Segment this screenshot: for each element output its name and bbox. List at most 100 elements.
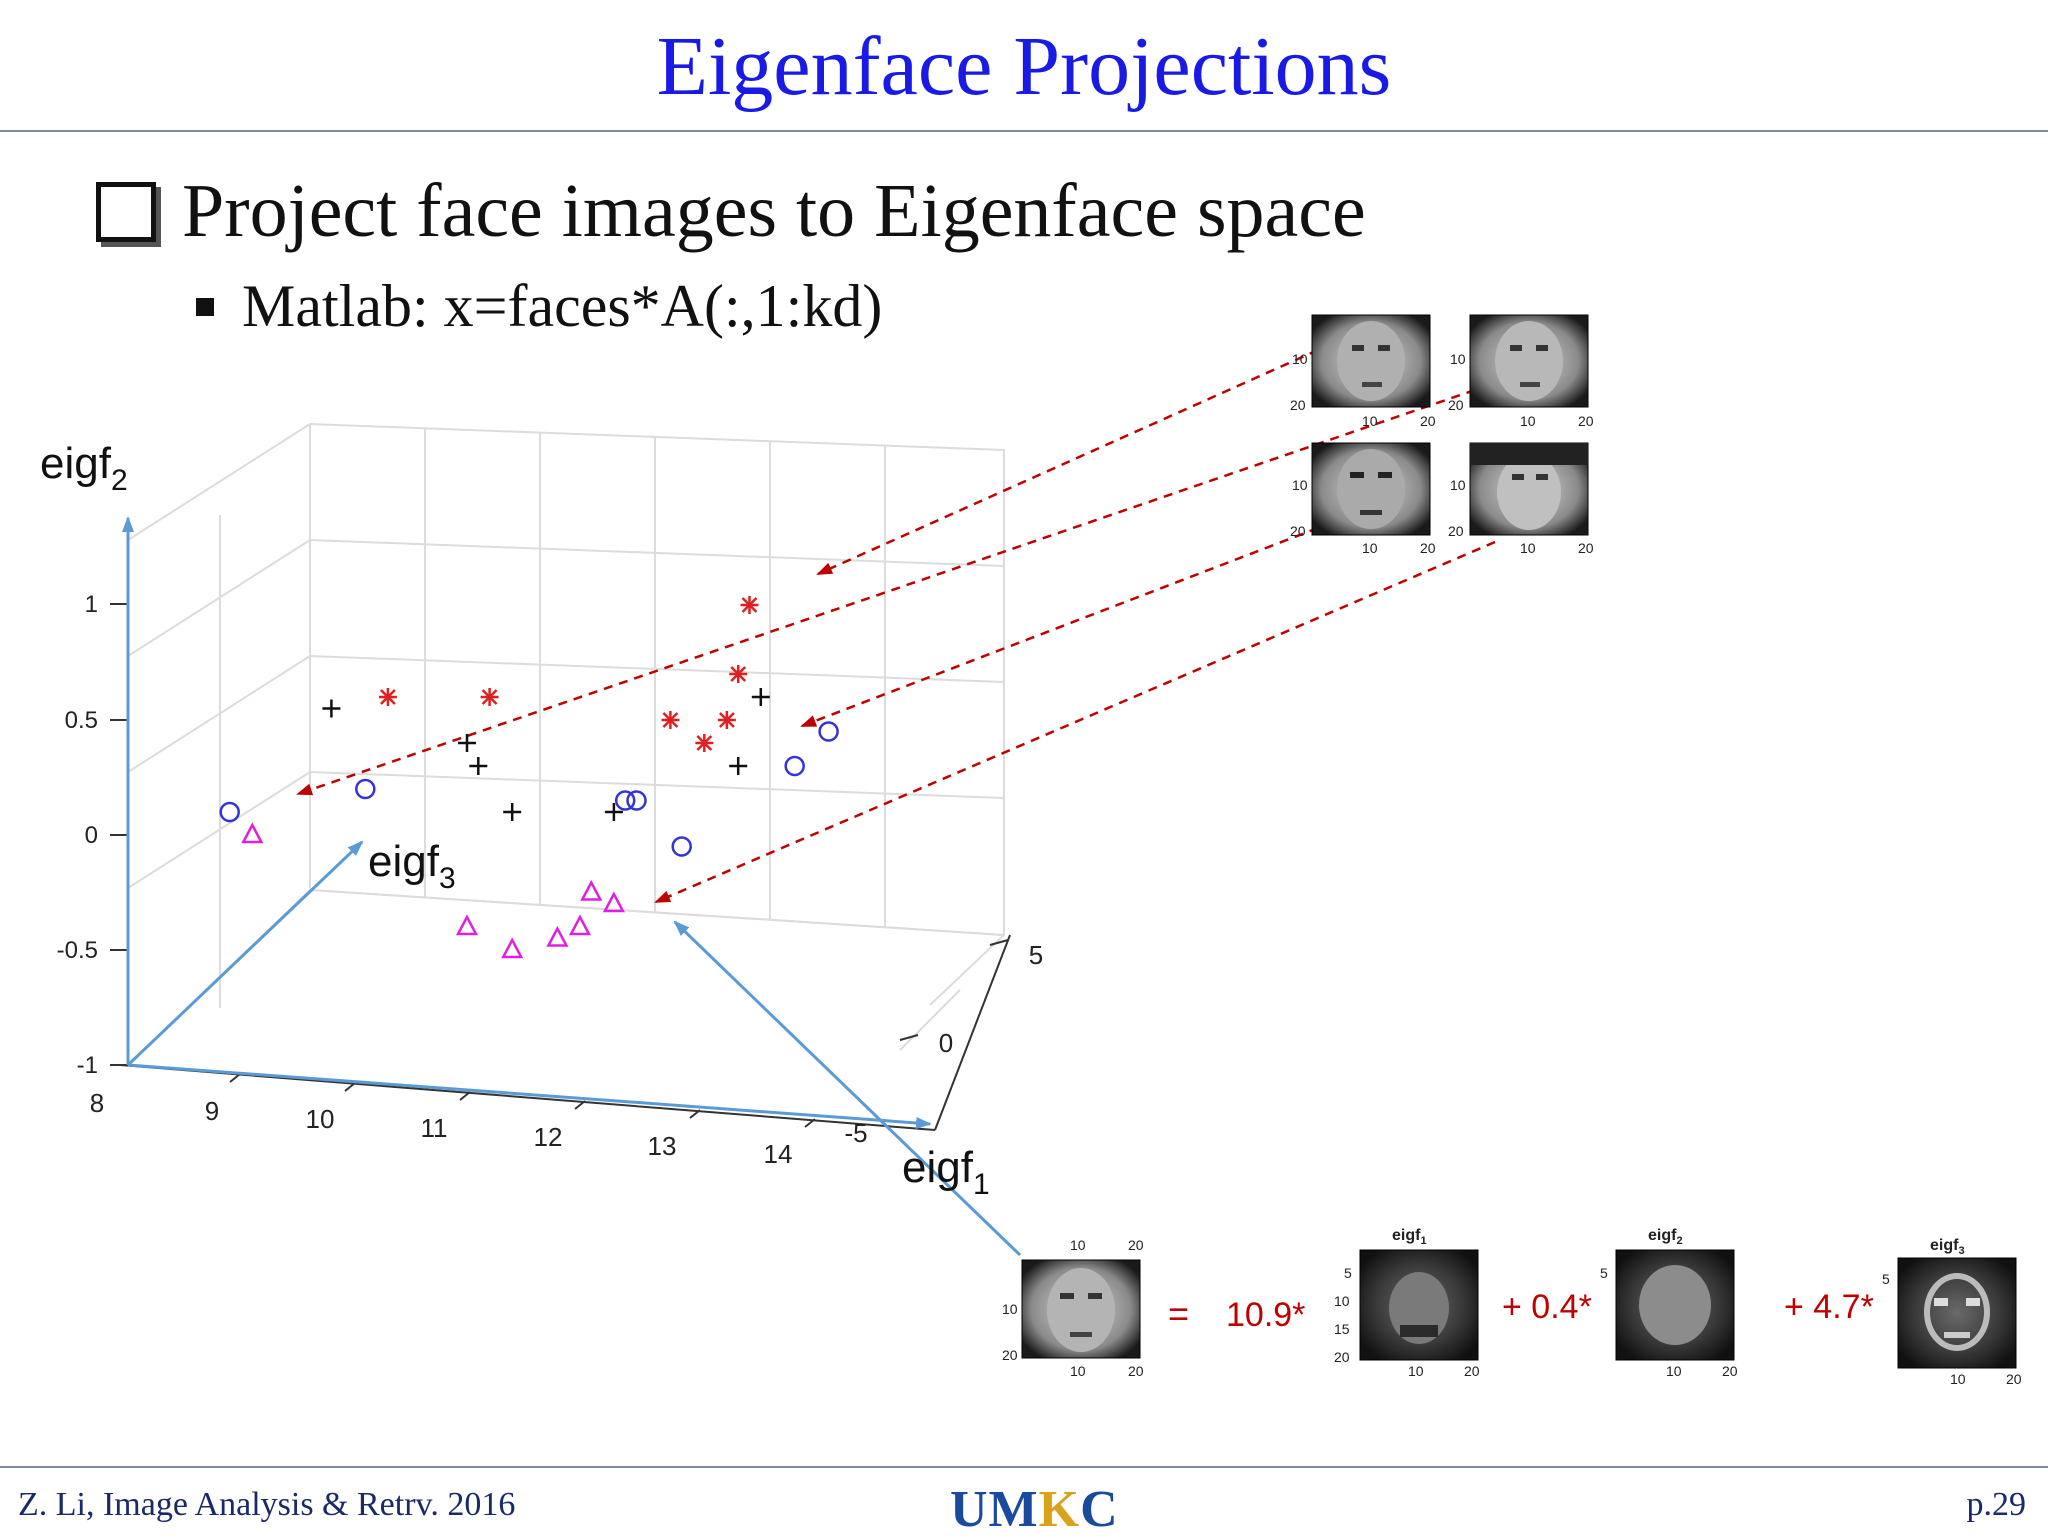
vtick-0.5: 0.5 <box>65 707 98 734</box>
xtick-11: 11 <box>421 1113 448 1143</box>
bullet-level2-text: Matlab: x=faces*A(:,1:kd) <box>242 273 883 339</box>
eigenface-2: eigf2 5 10 20 <box>1600 1227 1738 1379</box>
svg-text:eigf3: eigf3 <box>1930 1237 1965 1257</box>
reconstruction-equation: 10 20 10 20 10 20 = 10.9* eigf1 5 10 15 … <box>1002 1227 2022 1387</box>
scatter-star-marker-0 <box>378 688 397 706</box>
vtick-neg1: -1 <box>77 1052 98 1079</box>
svg-text:20: 20 <box>1334 1349 1350 1365</box>
eigf1-label: eigf1 <box>902 1143 990 1201</box>
projection-line-4 <box>654 540 1496 904</box>
svg-text:20: 20 <box>1002 1347 1018 1363</box>
ztick-0: 0 <box>939 1028 953 1058</box>
svg-text:5: 5 <box>1882 1271 1890 1287</box>
scatter-star-marker-2 <box>661 711 680 729</box>
plot-grid <box>127 423 1005 1066</box>
coef-2: + 0.4* <box>1502 1288 1592 1326</box>
face-thumb-1: 10 20 10 20 <box>1290 314 1436 429</box>
svg-text:10: 10 <box>1292 477 1308 493</box>
projection-line-3 <box>800 526 1319 728</box>
svg-text:20: 20 <box>1722 1363 1738 1379</box>
eigf3-label: eigf3 <box>368 837 456 895</box>
svg-text:10: 10 <box>1666 1363 1682 1379</box>
eigf3-axis-arrow <box>126 840 364 1067</box>
svg-text:10: 10 <box>1070 1237 1086 1253</box>
scatter-circle-marker-1 <box>355 778 376 800</box>
svg-text:5: 5 <box>1344 1265 1352 1281</box>
svg-text:10: 10 <box>1450 351 1466 367</box>
sample-pointer-arrow <box>673 920 1022 1257</box>
face-thumbnails: 10 20 10 20 10 20 10 20 10 20 10 20 <box>1290 314 1594 556</box>
bullet-level1-text: Project face images to Eigenface space <box>182 169 1366 253</box>
scatter-triangle-marker-6 <box>568 914 592 936</box>
axis-lines <box>119 934 1011 1131</box>
svg-text:20: 20 <box>1128 1363 1144 1379</box>
face-thumb-3: 10 20 10 20 <box>1290 442 1436 556</box>
projection-lines <box>296 348 1496 904</box>
svg-text:20: 20 <box>1578 413 1594 429</box>
footer-divider <box>0 1466 2048 1468</box>
page-number: p.29 <box>1966 1486 2027 1523</box>
svg-text:eigf1: eigf1 <box>1392 1227 1427 1247</box>
scatter-circle-marker-4 <box>671 836 692 857</box>
scatter-plus-marker-3 <box>503 803 522 821</box>
face-thumb-4: 10 20 10 20 <box>1448 442 1594 556</box>
xtick-10: 10 <box>306 1104 335 1134</box>
vtick-1: 1 <box>85 591 98 618</box>
svg-text:20: 20 <box>1464 1363 1480 1379</box>
svg-text:20: 20 <box>1290 397 1306 413</box>
vtick-neg0.5: -0.5 <box>57 937 98 964</box>
bullet-level1: Project face images to Eigenface space <box>96 168 1366 255</box>
scatter-triangle-marker-4 <box>580 879 603 901</box>
svg-text:20: 20 <box>1420 540 1436 556</box>
bottom-ticks: 8 9 10 11 12 13 14 <box>90 1088 793 1169</box>
eigen-axes <box>122 516 1022 1257</box>
svg-text:10: 10 <box>1408 1363 1424 1379</box>
scatter-star-marker-5 <box>729 665 748 683</box>
projection-line-2 <box>296 388 1476 796</box>
svg-text:10: 10 <box>1950 1371 1966 1387</box>
svg-text:10: 10 <box>1362 540 1378 556</box>
scatter-star-marker-6 <box>740 596 759 614</box>
scatter-plus-marker-1 <box>458 734 476 752</box>
svg-text:eigf2: eigf2 <box>1648 1227 1683 1247</box>
equals-sign: = <box>1168 1293 1189 1334</box>
scatter-circle-marker-5 <box>784 755 805 777</box>
face-thumb-2: 10 20 10 20 <box>1448 314 1594 429</box>
svg-text:20: 20 <box>1578 540 1594 556</box>
xtick-14: 14 <box>764 1139 793 1169</box>
svg-text:10: 10 <box>1334 1293 1350 1309</box>
scatter-circle-marker-0 <box>219 801 240 823</box>
svg-text:10: 10 <box>1520 413 1536 429</box>
eigenface-3: eigf3 5 10 20 <box>1882 1237 2022 1387</box>
scatter-plus-marker-4 <box>604 803 623 821</box>
svg-text:10: 10 <box>1362 413 1378 429</box>
scatter-triangle-marker-5 <box>602 891 625 913</box>
coef-1: 10.9* <box>1226 1296 1305 1334</box>
scatter-star-marker-1 <box>480 688 499 706</box>
svg-text:20: 20 <box>1420 413 1436 429</box>
scatter-plus-marker-6 <box>751 688 770 706</box>
scatter-circle-marker-3 <box>626 790 647 811</box>
svg-text:15: 15 <box>1334 1321 1350 1337</box>
svg-text:20: 20 <box>1128 1237 1144 1253</box>
ztick-5: 5 <box>1029 940 1043 970</box>
coef-3: + 4.7* <box>1784 1288 1874 1326</box>
vtick-0: 0 <box>85 822 98 849</box>
scatter-plus-marker-2 <box>469 757 488 775</box>
svg-text:5: 5 <box>1600 1265 1608 1281</box>
scatter-triangle-marker-1 <box>455 914 479 936</box>
depth-tick-marks <box>899 939 1009 1041</box>
bottom-tick-marks <box>229 1073 816 1128</box>
scatter-plus-marker-0 <box>322 699 341 718</box>
slide-title: Eigenface Projections <box>656 20 1392 113</box>
umkc-logo: UMKC <box>950 1481 1119 1538</box>
eigenface-1: eigf1 5 10 15 20 10 20 <box>1334 1227 1480 1379</box>
svg-text:20: 20 <box>1448 397 1464 413</box>
scatter-triangle-marker-3 <box>546 925 569 947</box>
scatter-star-marker-3 <box>695 734 714 752</box>
xtick-8: 8 <box>90 1088 104 1118</box>
footer-credit: Z. Li, Image Analysis & Retrv. 2016 <box>18 1486 516 1523</box>
square-bullet-icon <box>196 297 214 316</box>
sample-face: 10 20 10 20 10 20 <box>1002 1237 1144 1379</box>
